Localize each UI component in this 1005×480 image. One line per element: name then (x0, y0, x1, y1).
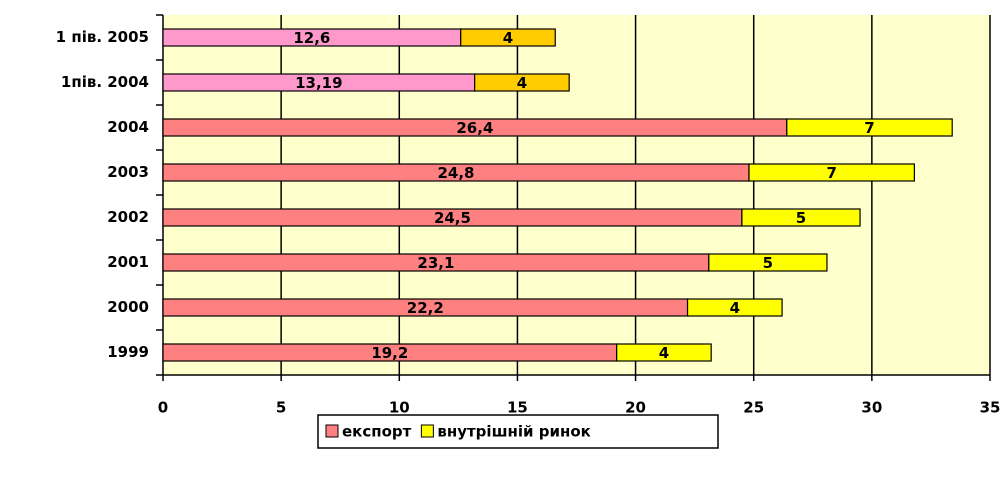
data-label: 24,8 (437, 164, 474, 182)
data-label: 4 (517, 74, 527, 92)
data-label: 19,2 (371, 344, 408, 362)
y-tick-label: 1 пів. 2005 (56, 28, 149, 46)
legend-swatch (325, 424, 339, 438)
x-tick-label: 10 (389, 399, 410, 417)
x-tick-label: 15 (507, 399, 528, 417)
data-label: 4 (503, 29, 513, 47)
data-label: 7 (864, 119, 874, 137)
bar-segment (616, 343, 712, 362)
x-tick-label: 0 (158, 399, 168, 417)
y-tick-label: 1пів. 2004 (61, 73, 149, 91)
data-label: 22,2 (407, 299, 444, 317)
bar-segment (741, 208, 861, 227)
x-tick-label: 5 (276, 399, 286, 417)
legend-swatch (420, 424, 434, 438)
y-tick-label: 2000 (107, 298, 149, 316)
y-tick-label: 2002 (107, 208, 149, 226)
y-tick-label: 1999 (107, 343, 149, 361)
bar-segment (686, 298, 783, 317)
bar-segment (460, 28, 556, 47)
data-label: 13,19 (295, 74, 342, 92)
x-tick-label: 30 (861, 399, 882, 417)
x-tick-label: 25 (743, 399, 764, 417)
data-label: 26,4 (456, 119, 493, 137)
plot-area (163, 15, 990, 375)
bar-segment (474, 73, 570, 92)
data-label: 4 (730, 299, 740, 317)
data-label: 24,5 (434, 209, 471, 227)
bar-segment (786, 118, 953, 137)
y-tick-label: 2004 (107, 118, 149, 136)
bar-segment (708, 253, 828, 272)
data-label: 5 (763, 254, 773, 272)
legend-box (317, 414, 719, 449)
y-tick-label: 2003 (107, 163, 149, 181)
x-tick-label: 35 (980, 399, 1001, 417)
data-label: 12,6 (293, 29, 330, 47)
data-label: 5 (796, 209, 806, 227)
data-label: 4 (659, 344, 669, 362)
legend-label: експорт (342, 423, 412, 441)
data-label: 23,1 (417, 254, 454, 272)
data-label: 7 (826, 164, 836, 182)
legend-label: внутрішній ринок (437, 423, 590, 441)
x-tick-label: 20 (625, 399, 646, 417)
bar-segment (748, 163, 915, 182)
y-tick-label: 2001 (107, 253, 149, 271)
